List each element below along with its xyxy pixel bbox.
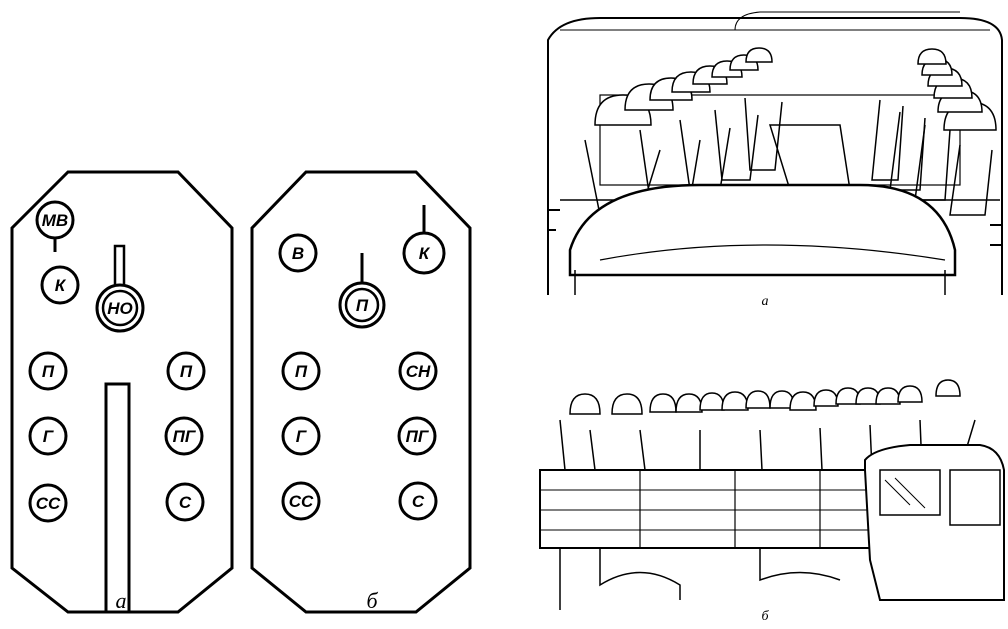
seat-p-right: П [166, 351, 206, 391]
seat-label: СС [36, 494, 61, 513]
truck-side-illustration [539, 379, 1005, 610]
seat-no: НО [95, 244, 145, 333]
seat-label: К [55, 276, 67, 295]
caption-b: б [366, 588, 378, 613]
seat-ss-b: СС [281, 481, 321, 521]
diagram-b: В К П П СН Г ПГ СС [250, 170, 472, 614]
soldiers-row [559, 379, 976, 471]
diagram-a: МВ К НО П Г СС П [10, 170, 234, 614]
seat-label: МВ [42, 211, 68, 230]
seat-s: С [165, 482, 205, 522]
seat-label: НО [107, 299, 133, 318]
vehicle-outline-a [10, 170, 234, 614]
center-bench-a [104, 382, 131, 614]
seat-ss: СС [28, 483, 68, 523]
seat-p-left-b: П [281, 351, 321, 391]
seat-label: П [180, 362, 193, 381]
seat-v: В [278, 233, 318, 273]
seat-label: СС [289, 492, 314, 511]
seat-label: С [179, 493, 192, 512]
seat-label: П [42, 362, 55, 381]
seat-mv: МВ [35, 200, 75, 252]
caption-top-illustration: а [762, 294, 769, 309]
seat-label: СН [406, 362, 431, 381]
seat-pg: ПГ [164, 416, 204, 456]
seat-s-b: С [398, 481, 438, 521]
seat-label: ПГ [173, 427, 197, 446]
truck-rear-illustration [547, 11, 1003, 295]
seat-sn: СН [398, 351, 438, 391]
seat-p-left: П [28, 351, 68, 391]
seat-k: К [40, 265, 80, 305]
caption-a: а [116, 588, 127, 613]
seat-k-b: К [402, 205, 446, 275]
seat-label: П [295, 362, 308, 381]
seat-g: Г [28, 416, 68, 456]
seat-label: С [412, 492, 425, 511]
seat-g-b: Г [281, 416, 321, 456]
vehicle-outline-b [250, 170, 472, 614]
right-row-soldiers [871, 48, 997, 216]
seat-p-center: П [338, 253, 386, 329]
seat-label: В [292, 244, 304, 263]
seat-label: П [356, 296, 369, 315]
seat-label: К [419, 244, 431, 263]
seat-label: ПГ [406, 427, 430, 446]
seat-label: Г [296, 427, 308, 446]
seat-label: Г [43, 427, 55, 446]
left-row-soldiers [584, 47, 783, 216]
caption-bottom-illustration: б [761, 609, 769, 624]
seat-pg-b: ПГ [397, 416, 437, 456]
